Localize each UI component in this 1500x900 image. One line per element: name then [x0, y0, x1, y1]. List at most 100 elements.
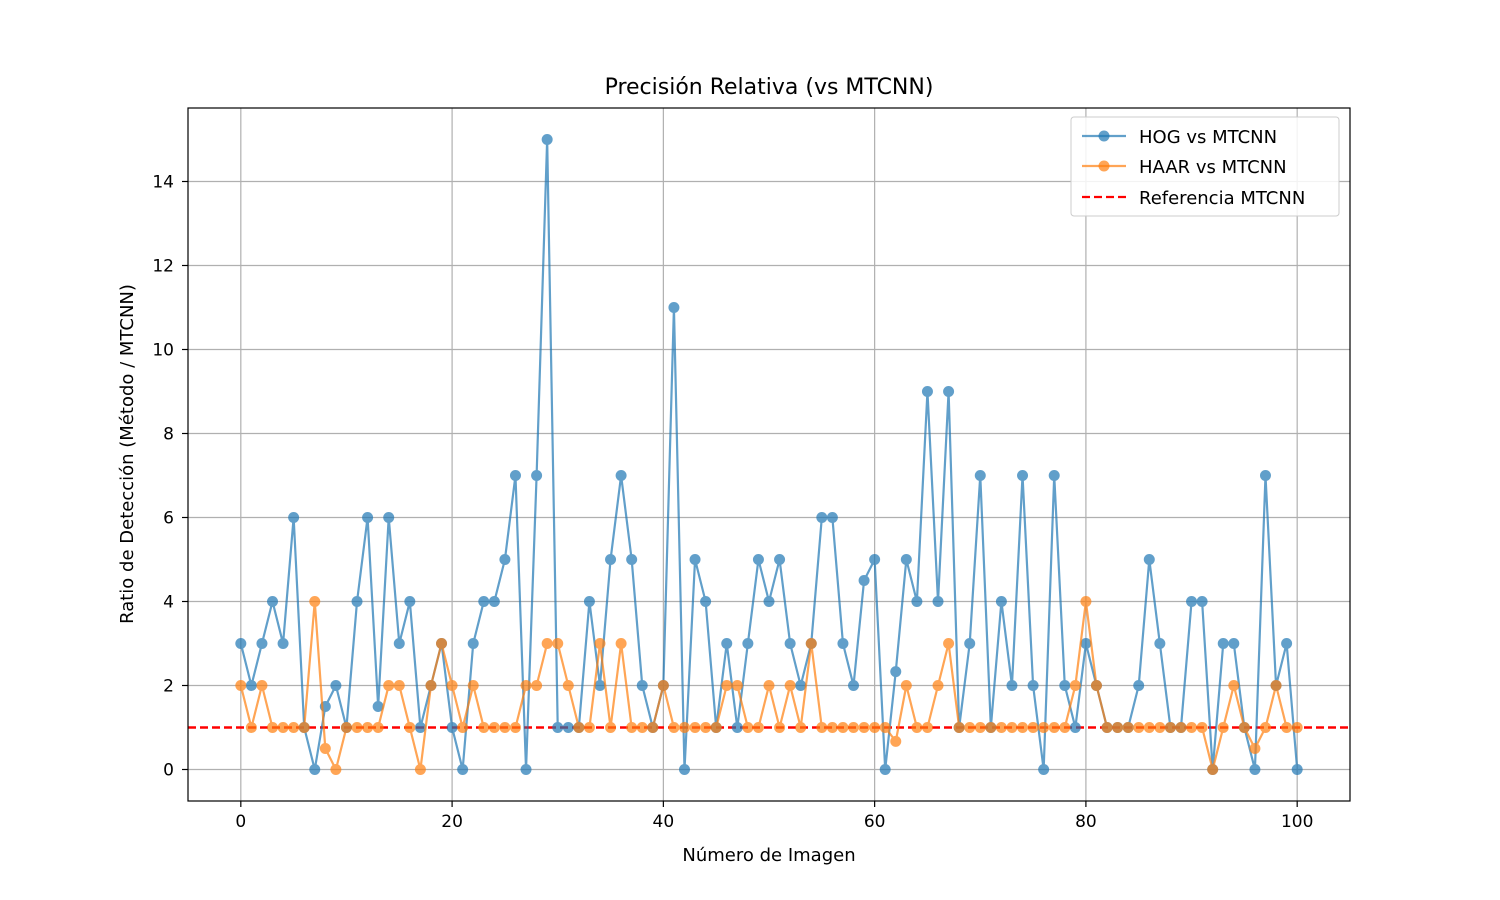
y-tick-label: 4: [163, 593, 174, 613]
x-tick-label: 20: [441, 812, 463, 832]
data-point: [372, 701, 384, 712]
data-point: [943, 638, 955, 649]
data-point: [1196, 722, 1208, 733]
data-point: [499, 554, 511, 565]
data-point: [700, 722, 712, 733]
data-point: [1217, 722, 1229, 733]
legend-label-haar: HAAR vs MTCNN: [1139, 157, 1287, 178]
data-point: [774, 554, 786, 565]
y-tick-label: 10: [152, 341, 174, 361]
legend-box: [1070, 116, 1340, 217]
data-point: [858, 722, 870, 733]
data-point: [795, 722, 807, 733]
data-point: [1186, 722, 1198, 733]
x-tick-label: 0: [235, 812, 246, 832]
data-point: [267, 596, 279, 607]
data-point: [531, 680, 543, 691]
legend-label-hog: HOG vs MTCNN: [1139, 127, 1277, 148]
data-point: [509, 470, 521, 481]
data-point: [446, 680, 458, 691]
data-point: [700, 596, 712, 607]
data-point: [1259, 722, 1271, 733]
data-point: [615, 638, 627, 649]
data-point: [974, 722, 986, 733]
data-point: [383, 680, 395, 691]
data-point: [1101, 722, 1113, 733]
series-haar: [235, 596, 1303, 775]
data-point: [647, 722, 659, 733]
y-tick-label: 6: [163, 509, 174, 529]
x-tick-label: 60: [864, 812, 886, 832]
data-point: [943, 386, 955, 397]
data-point: [573, 722, 585, 733]
legend: HOG vs MTCNN HAAR vs MTCNN Referencia MT…: [1070, 116, 1340, 217]
data-point: [837, 722, 849, 733]
data-point: [731, 722, 743, 733]
data-point: [1154, 722, 1166, 733]
legend-label-reference: Referencia MTCNN: [1139, 188, 1305, 209]
data-point: [763, 596, 775, 607]
data-point: [562, 722, 574, 733]
data-point: [552, 638, 564, 649]
data-point: [1228, 680, 1240, 691]
data-point: [235, 680, 247, 691]
data-point: [795, 680, 807, 691]
data-point: [1027, 722, 1039, 733]
data-point: [552, 722, 564, 733]
data-point: [467, 638, 479, 649]
data-point: [520, 764, 532, 775]
data-point: [900, 554, 912, 565]
data-point: [816, 512, 828, 523]
data-point: [309, 764, 321, 775]
data-point: [731, 680, 743, 691]
data-point: [478, 596, 490, 607]
data-point: [678, 764, 690, 775]
data-point: [995, 596, 1007, 607]
data-point: [340, 722, 352, 733]
data-point: [277, 722, 289, 733]
y-tick-label: 12: [152, 257, 174, 277]
data-point: [921, 722, 933, 733]
data-point: [309, 596, 321, 607]
data-point: [1112, 722, 1124, 733]
data-point: [1122, 722, 1134, 733]
data-point: [235, 638, 247, 649]
data-point: [583, 596, 595, 607]
data-point: [1249, 743, 1261, 754]
y-tick-label: 0: [163, 761, 174, 781]
data-point: [1249, 764, 1261, 775]
data-point: [710, 722, 722, 733]
data-point: [636, 722, 648, 733]
data-point: [1175, 722, 1187, 733]
data-point: [478, 722, 490, 733]
data-point: [531, 470, 543, 481]
data-point: [1196, 596, 1208, 607]
data-point: [446, 722, 458, 733]
data-point: [1186, 596, 1198, 607]
data-point: [858, 575, 870, 586]
data-point: [932, 680, 944, 691]
data-point: [1059, 680, 1071, 691]
data-point: [383, 512, 395, 523]
data-point: [404, 722, 416, 733]
data-point: [774, 722, 786, 733]
data-point: [890, 735, 902, 747]
data-point: [678, 722, 690, 733]
data-point: [414, 722, 426, 733]
series-layer: [235, 134, 1303, 775]
data-point: [964, 638, 976, 649]
data-point: [541, 134, 553, 145]
data-point: [245, 680, 257, 691]
data-point: [488, 596, 500, 607]
data-point: [848, 722, 860, 733]
data-point: [869, 554, 881, 565]
data-point: [457, 764, 469, 775]
data-point: [1017, 722, 1029, 733]
data-point: [615, 470, 627, 481]
data-point: [1154, 638, 1166, 649]
data-point: [541, 638, 553, 649]
data-point: [414, 764, 426, 775]
data-point: [298, 722, 310, 733]
data-point: [1164, 722, 1176, 733]
